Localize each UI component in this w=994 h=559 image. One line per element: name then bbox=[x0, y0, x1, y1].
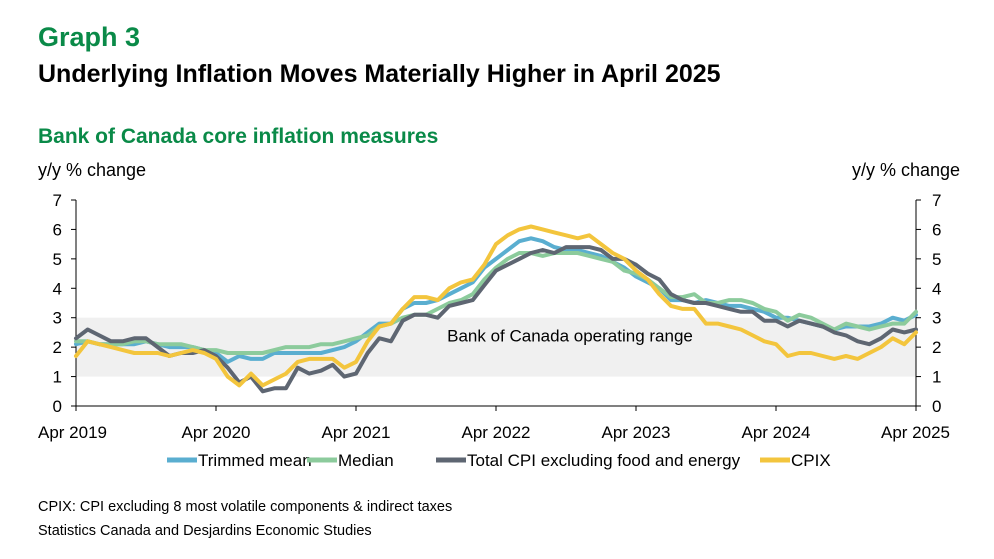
y-axis-label-right: y/y % change bbox=[851, 160, 960, 180]
legend-label-3: Total CPI excluding food and energy bbox=[467, 451, 741, 470]
x-tick-label: Apr 2025 bbox=[881, 423, 950, 442]
y-tick-label-left: 6 bbox=[53, 220, 62, 239]
y-ticks-right: 0 1 2 3 4 5 6 7 bbox=[916, 191, 941, 416]
series-lines bbox=[74, 224, 918, 394]
x-tick-label: Apr 2024 bbox=[742, 423, 811, 442]
y-tick-label-right: 1 bbox=[932, 368, 941, 387]
series-line-3 bbox=[74, 245, 918, 394]
y-tick-label-right: 5 bbox=[932, 250, 941, 269]
chart-subtitle: Bank of Canada core inflation measures bbox=[38, 125, 439, 148]
legend: Trimmed mean Median Total CPI excluding fo… bbox=[167, 451, 831, 470]
series-line-2 bbox=[74, 251, 918, 355]
operating-range-label: Bank of Canada operating range bbox=[447, 326, 693, 345]
y-tick-label-right: 0 bbox=[932, 397, 941, 416]
x-ticks: Apr 2019 Apr 2020 Apr 2021 Apr 2022 Apr 2023… bbox=[38, 406, 950, 442]
graph-number: Graph 3 bbox=[38, 22, 141, 52]
series-line-1 bbox=[74, 236, 918, 364]
x-tick-label: Apr 2019 bbox=[38, 423, 107, 442]
x-tick-label: Apr 2020 bbox=[182, 423, 251, 442]
series-line-4 bbox=[74, 224, 918, 388]
y-ticks-left: 0 1 2 3 4 5 6 7 bbox=[53, 191, 76, 416]
x-tick-label: Apr 2023 bbox=[602, 423, 671, 442]
chart-title: Underlying Inflation Moves Materially Hi… bbox=[38, 60, 721, 88]
source-note: Statistics Canada and Desjardins Economi… bbox=[38, 523, 372, 539]
x-tick-label: Apr 2022 bbox=[462, 423, 531, 442]
y-tick-label-right: 3 bbox=[932, 309, 941, 328]
y-tick-label-left: 7 bbox=[53, 191, 62, 210]
y-tick-label-left: 2 bbox=[53, 338, 62, 357]
y-tick-label-right: 4 bbox=[932, 279, 941, 298]
y-tick-label-right: 7 bbox=[932, 191, 941, 210]
footnote: CPIX: CPI excluding 8 most volatile comp… bbox=[38, 499, 453, 515]
legend-label-1: Trimmed mean bbox=[198, 451, 312, 470]
operating-range-band bbox=[76, 317, 916, 377]
y-tick-label-right: 2 bbox=[932, 338, 941, 357]
y-tick-label-left: 4 bbox=[53, 279, 62, 298]
y-tick-label-right: 6 bbox=[932, 220, 941, 239]
y-axis-label-left: y/y % change bbox=[38, 160, 147, 180]
y-tick-label-left: 5 bbox=[53, 250, 62, 269]
y-tick-label-left: 1 bbox=[53, 368, 62, 387]
y-tick-label-left: 0 bbox=[53, 397, 62, 416]
legend-label-2: Median bbox=[338, 451, 394, 470]
y-tick-label-left: 3 bbox=[53, 309, 62, 328]
line-chart: Bank of Canada operating range 01234567 … bbox=[38, 191, 950, 470]
x-tick-label: Apr 2021 bbox=[322, 423, 391, 442]
legend-label-4: CPIX bbox=[791, 451, 831, 470]
